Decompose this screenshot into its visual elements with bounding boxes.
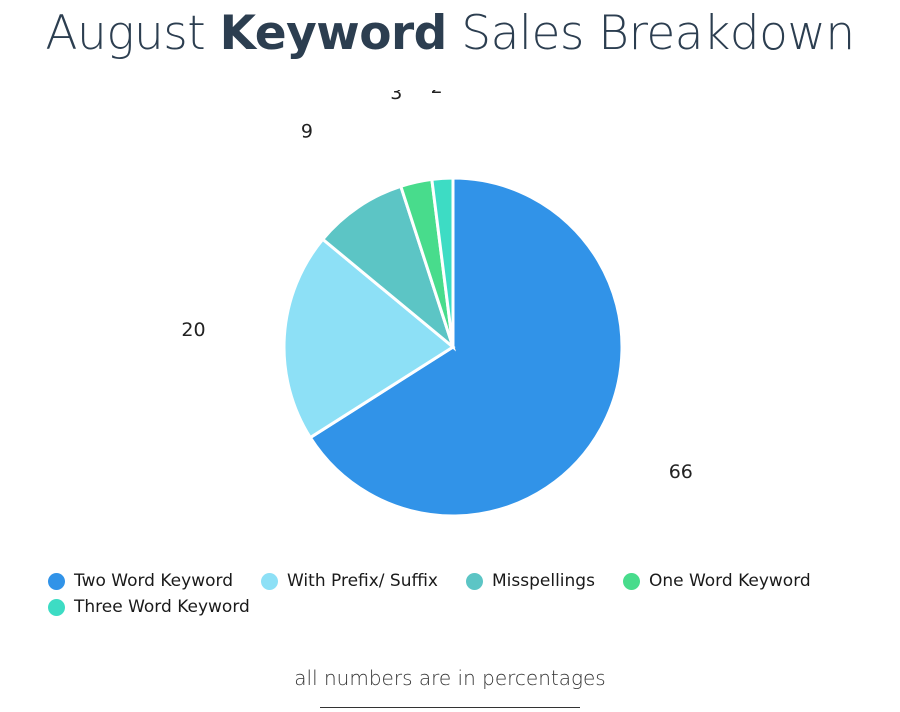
legend-swatch: [622, 572, 640, 590]
legend-item[interactable]: Three Word Keyword: [48, 596, 250, 618]
legend-swatch: [48, 572, 65, 590]
title-pre: August: [45, 6, 220, 61]
legend-item[interactable]: Two Word Keyword: [48, 570, 233, 592]
legend-label: Three Word Keyword: [74, 597, 250, 617]
pie-slices: [282, 176, 624, 518]
legend-swatch: [466, 572, 483, 590]
data-label: 66: [669, 461, 693, 483]
pie-slice-three-word-keyword[interactable]: [430, 176, 455, 348]
chart-legend: Two Word Keyword With Prefix/ Suffix Missp…: [48, 570, 878, 618]
pie-slice-misspellings[interactable]: [320, 184, 457, 352]
legend-swatch: [48, 598, 65, 616]
data-label: 3: [390, 90, 402, 104]
legend-swatch: [261, 572, 278, 590]
legend-label: With Prefix/ Suffix: [287, 571, 438, 591]
data-label: 2: [431, 90, 443, 98]
legend-item[interactable]: One Word Keyword: [622, 570, 811, 592]
legend-label: One Word Keyword: [648, 571, 811, 591]
legend-label: Misspellings: [492, 571, 595, 591]
footnote-divider: [320, 707, 580, 708]
data-label: 20: [181, 319, 205, 341]
title-bold: Keyword: [219, 6, 448, 61]
pie-slice-with-prefix-suffix[interactable]: [282, 237, 456, 440]
chart-title: August Keyword Sales Breakdown: [0, 6, 900, 61]
title-post: Sales Breakdown: [446, 6, 855, 61]
footnote: all numbers are in percentages: [294, 666, 606, 690]
data-labels: 66 20 9 3 2: [181, 90, 692, 483]
legend-item[interactable]: With Prefix/ Suffix: [261, 570, 438, 592]
pie-slice-two-word-keyword[interactable]: [308, 176, 624, 518]
data-label: 9: [301, 121, 313, 143]
legend-item[interactable]: Misspellings: [466, 570, 595, 592]
pie-chart: 66 20 9 3 2: [181, 90, 693, 518]
legend-label: Two Word Keyword: [74, 571, 233, 591]
